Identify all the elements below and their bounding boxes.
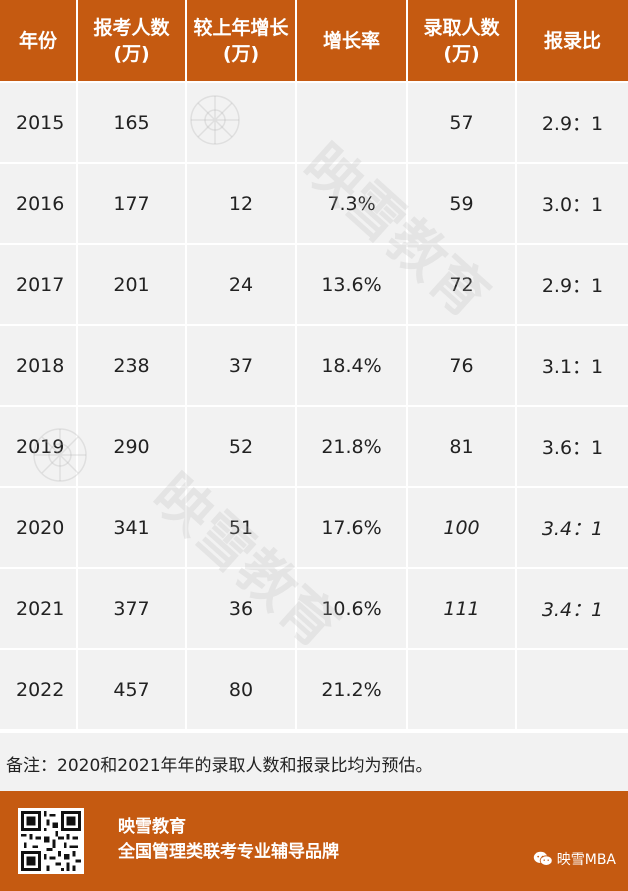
table-row: 2016 177 12 7.3% 59 3.0：1 <box>0 162 628 243</box>
wechat-icon <box>533 851 553 866</box>
cell-applicants: 457 <box>78 648 187 729</box>
cell-ratio: 2.9：1 <box>517 243 628 324</box>
cell-ratio: 3.0：1 <box>517 162 628 243</box>
cell-applicants: 238 <box>78 324 187 405</box>
header-admitted: 录取人数 (万) <box>408 0 517 81</box>
brand-slogan: 全国管理类联考专业辅导品牌 <box>118 842 339 862</box>
cell-year: 2022 <box>0 648 78 729</box>
cell-ratio: 2.9：1 <box>517 81 628 162</box>
cell-increase: 12 <box>187 162 297 243</box>
cell-applicants: 341 <box>78 486 187 567</box>
cell-admitted: 81 <box>408 405 517 486</box>
cell-year: 2015 <box>0 81 78 162</box>
cell-growth-rate: 21.8% <box>297 405 408 486</box>
cell-year: 2021 <box>0 567 78 648</box>
cell-applicants: 177 <box>78 162 187 243</box>
cell-growth-rate: 18.4% <box>297 324 408 405</box>
table-row: 2021 377 36 10.6% 111 3.4：1 <box>0 567 628 648</box>
table-row: 2018 238 37 18.4% 76 3.1：1 <box>0 324 628 405</box>
qr-code-icon <box>18 808 84 874</box>
cell-year: 2019 <box>0 405 78 486</box>
wechat-account-name: 映雪MBA <box>556 852 616 868</box>
header-growth-rate: 增长率 <box>297 0 408 81</box>
cell-increase: 24 <box>187 243 297 324</box>
cell-admitted: 76 <box>408 324 517 405</box>
cell-ratio: 3.6：1 <box>517 405 628 486</box>
cell-increase: 80 <box>187 648 297 729</box>
header-year: 年份 <box>0 0 78 81</box>
header-increase: 较上年增长 (万) <box>187 0 297 81</box>
cell-growth-rate: 13.6% <box>297 243 408 324</box>
header-ratio: 报录比 <box>517 0 628 81</box>
table-header-row: 年份 报考人数 (万) 较上年增长 (万) 增长率 录取人数 (万) 报录比 <box>0 0 628 81</box>
cell-applicants: 290 <box>78 405 187 486</box>
cell-admitted-estimated: 100 <box>408 486 517 567</box>
table-row: 2020 341 51 17.6% 100 3.4：1 <box>0 486 628 567</box>
cell-increase: 52 <box>187 405 297 486</box>
cell-growth-rate: 17.6% <box>297 486 408 567</box>
table-row: 2022 457 80 21.2% <box>0 648 628 729</box>
table-row: 2015 165 57 2.9：1 <box>0 81 628 162</box>
cell-admitted: 72 <box>408 243 517 324</box>
brand-footer: 映雪教育 全国管理类联考专业辅导品牌 映雪MBA <box>0 791 628 891</box>
cell-admitted-estimated: 111 <box>408 567 517 648</box>
admission-stats-table: 年份 报考人数 (万) 较上年增长 (万) 增长率 录取人数 (万) 报录比 2015… <box>0 0 628 729</box>
cell-ratio-estimated: 3.4：1 <box>517 567 628 648</box>
table-row: 2017 201 24 13.6% 72 2.9：1 <box>0 243 628 324</box>
cell-year: 2016 <box>0 162 78 243</box>
table-row: 2019 290 52 21.8% 81 3.6：1 <box>0 405 628 486</box>
cell-ratio-estimated: 3.4：1 <box>517 486 628 567</box>
cell-growth-rate: 10.6% <box>297 567 408 648</box>
cell-growth-rate: 21.2% <box>297 648 408 729</box>
cell-increase <box>187 81 297 162</box>
cell-admitted <box>408 648 517 729</box>
cell-admitted: 59 <box>408 162 517 243</box>
cell-ratio: 3.1：1 <box>517 324 628 405</box>
wechat-account[interactable]: 映雪MBA <box>533 849 616 869</box>
brand-name: 映雪教育 <box>118 817 186 837</box>
cell-year: 2020 <box>0 486 78 567</box>
cell-applicants: 201 <box>78 243 187 324</box>
cell-increase: 36 <box>187 567 297 648</box>
cell-growth-rate <box>297 81 408 162</box>
cell-admitted: 57 <box>408 81 517 162</box>
cell-year: 2018 <box>0 324 78 405</box>
header-applicants: 报考人数 (万) <box>78 0 187 81</box>
cell-growth-rate: 7.3% <box>297 162 408 243</box>
brand-block: 映雪教育 全国管理类联考专业辅导品牌 <box>118 815 339 865</box>
table-note: 备注：2020和2021年年的录取人数和报录比均为预估。 <box>0 731 628 791</box>
cell-applicants: 377 <box>78 567 187 648</box>
cell-applicants: 165 <box>78 81 187 162</box>
cell-increase: 37 <box>187 324 297 405</box>
cell-increase: 51 <box>187 486 297 567</box>
cell-year: 2017 <box>0 243 78 324</box>
cell-ratio <box>517 648 628 729</box>
